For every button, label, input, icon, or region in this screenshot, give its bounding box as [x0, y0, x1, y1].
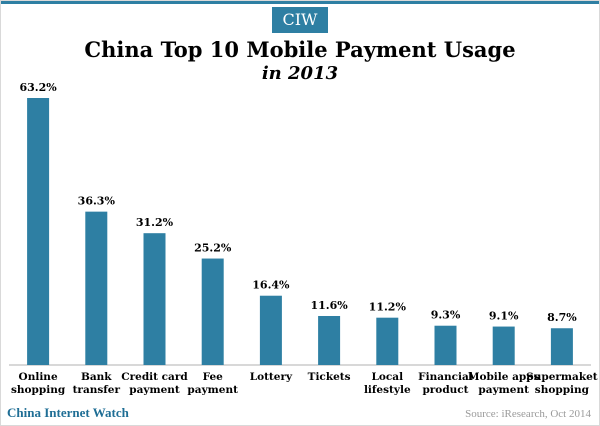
data-label: 9.1% — [489, 310, 519, 323]
data-label: 36.3% — [78, 195, 116, 208]
data-label: 11.2% — [369, 301, 407, 314]
data-label: 63.2% — [19, 81, 57, 94]
data-label: 25.2% — [194, 242, 232, 255]
ciw-logo-badge: CIW — [272, 7, 328, 33]
category-label: Online shopping — [11, 371, 66, 396]
category-label: Credit card payment — [121, 371, 188, 396]
data-label: 16.4% — [252, 279, 290, 292]
category-label: Mobile apps payment — [468, 371, 540, 396]
bar — [318, 315, 341, 365]
chart-title: China Top 10 Mobile Payment Usage — [84, 37, 516, 62]
bar — [143, 233, 166, 365]
data-label: 9.3% — [431, 309, 461, 322]
bar — [27, 98, 50, 365]
bar — [259, 295, 282, 365]
data-label: 31.2% — [136, 216, 174, 229]
category-label: Bank transfer — [73, 371, 121, 396]
category-label: Local lifestyle — [364, 371, 411, 396]
bar — [201, 258, 224, 365]
chart-subtitle: in 2013 — [261, 63, 339, 84]
brand-name: China Internet Watch — [7, 405, 129, 420]
bar — [434, 325, 457, 365]
source-note: Source: iResearch, Oct 2014 — [465, 408, 591, 420]
data-label: 8.7% — [547, 311, 577, 324]
category-label: Lottery — [250, 371, 293, 383]
category-label: Supermaket shopping — [526, 371, 598, 396]
bar — [376, 317, 399, 365]
bar — [550, 328, 573, 365]
category-label: Tickets — [308, 371, 351, 383]
bar — [492, 326, 515, 365]
data-label: 11.6% — [310, 299, 348, 312]
bar — [85, 211, 108, 365]
top-accent-bar — [1, 1, 599, 4]
category-label: Fee payment — [187, 371, 238, 396]
category-label: Financial product — [418, 371, 473, 396]
